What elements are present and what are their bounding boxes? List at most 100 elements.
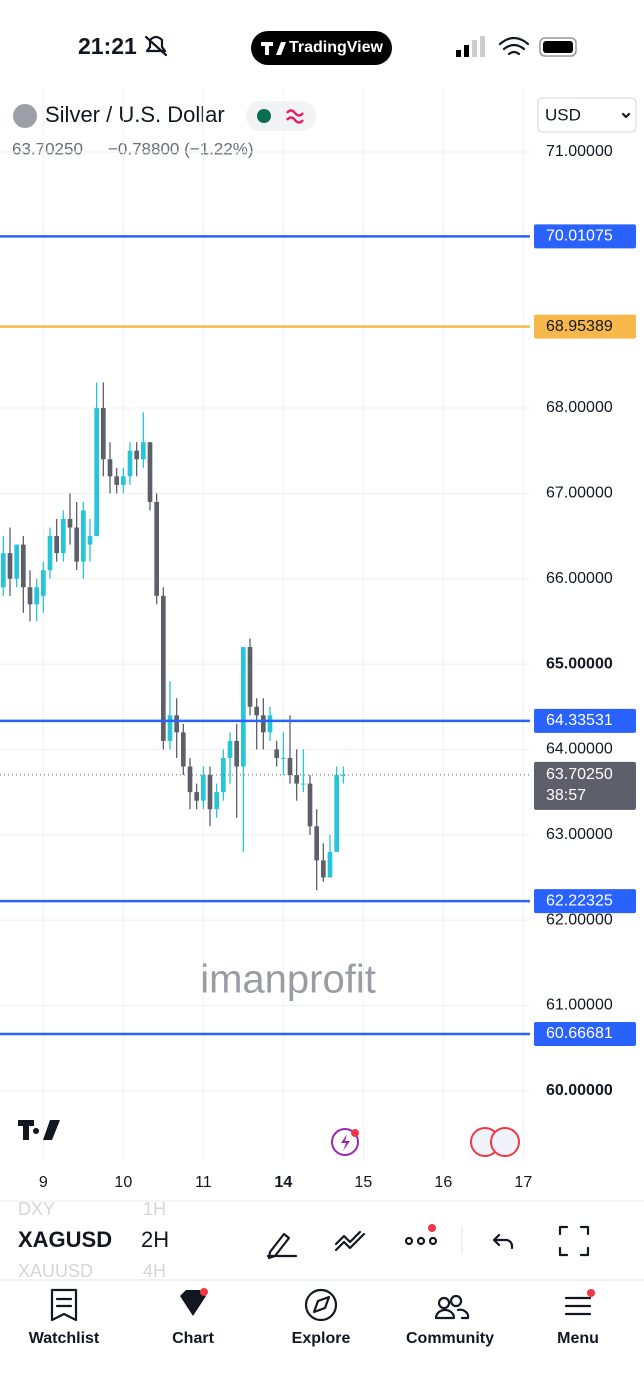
symbol[interactable]: XAGUSD	[18, 1227, 112, 1252]
candle-body	[74, 527, 79, 562]
candle-body	[221, 757, 226, 793]
candle-body	[27, 587, 33, 605]
battery-icon	[539, 37, 577, 57]
prev-interval: 1H	[143, 1199, 166, 1219]
draw-tool[interactable]	[266, 1232, 298, 1260]
candle-body	[21, 544, 26, 588]
candle-body	[1, 553, 6, 588]
app-name: TradingView	[289, 39, 384, 56]
symbol-name[interactable]: Silver / U.S. Dollar	[45, 102, 225, 127]
candle-body	[101, 408, 106, 460]
flash-icon[interactable]	[331, 1128, 359, 1156]
x-tick-label: 10	[114, 1174, 132, 1191]
candle-body	[267, 715, 273, 733]
x-tick-label: 17	[514, 1174, 532, 1191]
app-logo	[261, 42, 286, 55]
grid	[0, 90, 530, 1160]
candle-body	[7, 553, 13, 579]
candle-body	[161, 595, 166, 741]
nav-label[interactable]: Menu	[557, 1330, 599, 1347]
candle-body	[147, 442, 153, 502]
candle-body	[194, 792, 199, 801]
price-axis: 60.00000 61.00000 62.00000 63.00000 64.00000…	[39, 143, 636, 1191]
x-tick-label: 14	[274, 1174, 292, 1191]
candle-body	[41, 570, 46, 596]
y-tick-label: 68.00000	[546, 399, 613, 416]
countdown: 38:57	[546, 787, 586, 804]
candle-body	[287, 757, 293, 776]
candle-body	[94, 408, 99, 537]
candle-body	[61, 518, 66, 554]
y-tick-label: 64.00000	[546, 741, 613, 758]
currency-select[interactable]	[537, 97, 637, 133]
flash-bolt	[341, 1134, 350, 1151]
x-tick-label: 9	[39, 1174, 48, 1191]
nav-label[interactable]: Explore	[292, 1330, 351, 1347]
fullscreen[interactable]	[558, 1225, 590, 1257]
nav-label[interactable]: Chart	[172, 1330, 214, 1347]
interval[interactable]: 2H	[141, 1227, 169, 1252]
candle-body	[34, 587, 39, 605]
nav-label[interactable]: Community	[406, 1330, 494, 1347]
candle-body	[214, 792, 219, 810]
candle-body	[321, 860, 326, 878]
nav-label[interactable]: Watchlist	[29, 1330, 100, 1347]
candle-body	[341, 774, 346, 776]
level-tag	[534, 708, 636, 733]
candle-body	[87, 536, 93, 545]
watermark: imanprofit	[200, 958, 376, 1002]
y-tick-label: 71.00000	[546, 143, 613, 160]
trend-tool[interactable]	[334, 1230, 366, 1252]
undo[interactable]	[492, 1233, 514, 1250]
menu-badge	[587, 1289, 595, 1297]
more-tools[interactable]	[404, 1224, 438, 1246]
candle-body	[314, 826, 319, 861]
level-label: 60.66681	[546, 1025, 613, 1042]
market-open-dot	[257, 109, 271, 123]
candle-body	[187, 766, 193, 793]
level-tag	[534, 224, 636, 249]
watchlist-icon[interactable]	[50, 1288, 78, 1322]
candle-body	[254, 706, 259, 716]
currency: USD	[545, 105, 581, 124]
event-icon[interactable]	[490, 1127, 520, 1157]
next-symbol: XAUUSD	[18, 1261, 93, 1281]
x-tick-label: 16	[434, 1174, 452, 1191]
prev-symbol: DXY	[18, 1199, 55, 1219]
candle-body	[234, 740, 239, 767]
level-label: 68.95389	[546, 318, 613, 335]
candle-body	[114, 476, 119, 485]
candle-body	[134, 450, 139, 460]
candle-body	[241, 647, 246, 767]
chart-icon[interactable]	[180, 1290, 206, 1316]
level-tag	[534, 314, 636, 339]
y-tick-label: 61.00000	[546, 997, 613, 1014]
level-label: 70.01075	[546, 228, 613, 245]
plot	[0, 235, 530, 1036]
last-price: 63.70250	[12, 139, 83, 158]
signal-icon	[456, 36, 485, 57]
candle-body	[294, 775, 299, 784]
status-pill[interactable]	[246, 101, 316, 131]
menu-icon[interactable]	[564, 1296, 592, 1316]
battery-level	[543, 41, 573, 53]
candle-body	[54, 536, 59, 554]
candle-body	[14, 544, 19, 579]
explore-icon[interactable]	[304, 1288, 338, 1322]
last-price-label: 63.70250	[546, 766, 613, 783]
candle-body	[47, 536, 53, 571]
next-interval: 4H	[143, 1261, 166, 1281]
y-tick-label: 66.00000	[546, 570, 613, 587]
candle-body	[174, 715, 179, 733]
y-tick-label: 63.00000	[546, 826, 613, 843]
level-label: 62.22325	[546, 892, 613, 909]
wifi-icon	[498, 36, 530, 56]
community-icon[interactable]	[434, 1294, 470, 1320]
explore-needle	[312, 1295, 331, 1314]
mute-icon	[144, 35, 168, 57]
app-pill	[251, 31, 392, 65]
candle-body	[301, 783, 306, 785]
price-change: −0.78800 (−1.22%)	[108, 139, 254, 158]
candle-body	[327, 851, 333, 878]
